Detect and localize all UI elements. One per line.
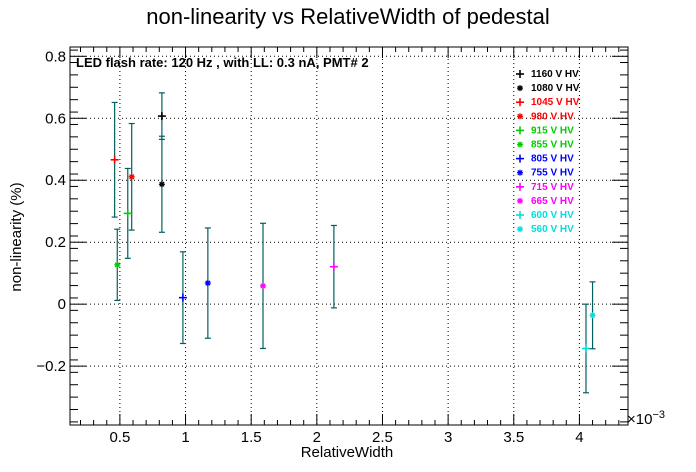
point-marker xyxy=(157,112,166,121)
legend-label: 715 V HV xyxy=(531,182,574,193)
legend-label: 855 V HV xyxy=(531,140,574,151)
point-marker xyxy=(128,173,135,180)
y-tick-label: 0.2 xyxy=(45,234,66,251)
legend-label: 1160 V HV xyxy=(531,69,579,80)
data-point xyxy=(110,101,119,218)
legend-marker xyxy=(516,211,524,219)
data-point xyxy=(158,135,165,233)
point-marker xyxy=(158,181,165,188)
legend-entry: 560 V HV xyxy=(517,224,574,235)
grid-lines xyxy=(70,47,628,425)
chart-title: non-linearity vs RelativeWidth of pedest… xyxy=(146,4,550,29)
y-tick-label: 0.8 xyxy=(45,48,66,65)
legend-entry: 855 V HV xyxy=(517,140,574,151)
annotation: LED flash rate: 120 Hz , with LL: 0.3 nA… xyxy=(76,55,369,70)
legend-marker xyxy=(517,197,523,204)
legend-entry: 715 V HV xyxy=(516,182,574,193)
point-marker xyxy=(123,209,132,218)
legend-marker xyxy=(517,141,523,148)
x-tick-label: 4 xyxy=(575,429,583,446)
legend-marker xyxy=(516,70,524,78)
data-point xyxy=(178,251,187,345)
legend-label: 1080 V HV xyxy=(531,83,580,94)
x-tick-label: 1 xyxy=(181,429,189,446)
legend-marker xyxy=(516,98,524,107)
data-point xyxy=(589,281,596,350)
legend-marker xyxy=(516,154,524,163)
legend-label: 1045 V HV xyxy=(531,97,580,108)
x-exponent: ×10−3 xyxy=(627,409,665,428)
point-marker xyxy=(581,344,590,353)
x-tick-label: 1.5 xyxy=(241,429,262,446)
point-marker xyxy=(260,282,267,289)
data-point xyxy=(123,167,132,259)
legend-marker xyxy=(517,226,523,233)
legend-entry: 1160 V HV xyxy=(516,69,579,80)
data-point xyxy=(260,222,267,350)
legend-entry: 915 V HV xyxy=(516,125,574,136)
data-point xyxy=(114,228,121,302)
legend-marker xyxy=(516,126,524,135)
point-marker xyxy=(204,280,211,287)
legend-label: 805 V HV xyxy=(531,154,574,165)
point-marker xyxy=(110,155,119,164)
legend-entry: 980 V HV xyxy=(517,111,574,122)
point-marker xyxy=(589,312,596,319)
data-point xyxy=(128,122,135,231)
y-tick-label: 0 xyxy=(58,296,66,313)
legend-entry: 755 V HV xyxy=(517,168,574,179)
legend-entry: 805 V HV xyxy=(516,154,574,165)
legend-entry: 600 V HV xyxy=(516,210,574,221)
point-marker xyxy=(178,293,187,302)
legend-entry: 1080 V HV xyxy=(517,83,580,94)
legend-entry: 1045 V HV xyxy=(516,97,580,108)
data-point xyxy=(329,224,338,309)
data-point xyxy=(581,303,590,394)
y-axis-label: non-linearity (%) xyxy=(8,182,25,291)
legend-marker xyxy=(517,85,523,92)
legend-label: 915 V HV xyxy=(531,125,574,136)
legend-label: 980 V HV xyxy=(531,111,574,122)
legend-label: 755 V HV xyxy=(531,168,574,179)
data-point xyxy=(157,92,166,140)
x-tick-label: 2.5 xyxy=(372,429,393,446)
y-tick-label: −0.2 xyxy=(36,358,66,375)
axis-ticks xyxy=(70,47,628,425)
legend-marker xyxy=(517,113,523,120)
legend-label: 665 V HV xyxy=(531,196,574,207)
data-points xyxy=(110,92,596,394)
legend-marker xyxy=(516,182,524,191)
legend: 1160 V HV 1080 V HV 1045 V HV 980 V HV 915 V… xyxy=(516,69,580,235)
legend-label: 560 V HV xyxy=(531,224,574,235)
x-tick-label: 3 xyxy=(444,429,452,446)
x-axis-label: RelativeWidth xyxy=(301,444,394,461)
legend-marker xyxy=(517,169,523,176)
y-tick-label: 0.4 xyxy=(45,172,66,189)
y-tick-label: 0.6 xyxy=(45,110,66,127)
tick-labels: 0.5 1 1.5 2 2.5 3 3.5 4 −0.2 0 0.2 0.4 0.6 0.8 xyxy=(36,48,583,446)
legend-label: 600 V HV xyxy=(531,210,574,221)
point-marker xyxy=(329,262,338,271)
legend-entry: 665 V HV xyxy=(517,196,574,207)
data-point xyxy=(204,227,211,339)
x-tick-label: 0.5 xyxy=(109,429,130,446)
x-tick-label: 2 xyxy=(313,429,321,446)
point-marker xyxy=(114,261,121,268)
x-tick-label: 3.5 xyxy=(503,429,524,446)
